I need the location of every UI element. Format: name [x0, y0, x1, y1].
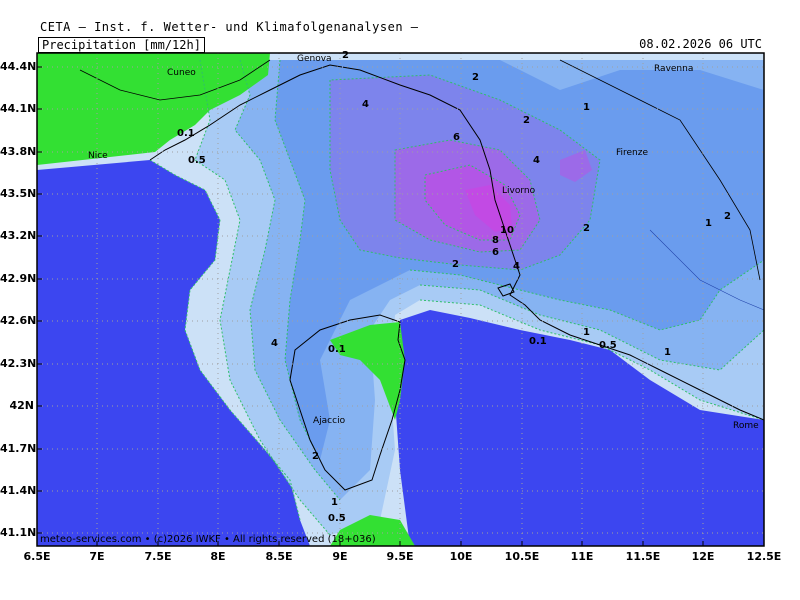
city-label-genova: Genova [297, 54, 332, 64]
coastline-corsica [289, 314, 406, 491]
chart-header-title: CETA — Inst. f. Wetter- und Klimafolgena… [40, 20, 419, 34]
contour-label: 2 [583, 223, 590, 234]
lat-label: 44.4N [0, 60, 37, 73]
lon-label: 10.5E [504, 550, 540, 563]
lat-label: 42N [9, 399, 34, 412]
lat-label: 41.7N [0, 442, 37, 455]
city-label-livorno: Livorno [502, 186, 536, 196]
contour-label: 10 [500, 225, 514, 236]
contour-label: 2 [312, 451, 319, 462]
valid-datetime: 08.02.2026 06 UTC [639, 37, 762, 51]
contour-label: 0.5 [328, 513, 346, 524]
contour-label: 1 [583, 327, 590, 338]
lon-label: 12.5E [746, 550, 782, 563]
contour-label: 0.1 [529, 336, 547, 347]
contour-label: 0.5 [188, 155, 206, 166]
lon-label: 9E [332, 550, 348, 563]
coastline-ligurian [149, 64, 764, 421]
contour-label: 4 [271, 338, 278, 349]
contour-label: 6 [492, 247, 499, 258]
contour-label: 1 [705, 218, 712, 229]
contour-label: 2 [724, 211, 731, 222]
dry-land-northwest [37, 53, 270, 165]
precip-6-firenze [560, 150, 592, 182]
contour-label: 8 [492, 235, 499, 246]
lon-label: 11.5E [625, 550, 661, 563]
dry-land-corsica [330, 322, 405, 420]
coastline-elba [497, 283, 515, 297]
precip-10-region [465, 185, 512, 232]
lat-label: 43.8N [0, 145, 37, 158]
city-label-ajaccio: Ajaccio [313, 416, 346, 426]
contour-label: 4 [513, 261, 520, 272]
contour-label: 1 [664, 347, 671, 358]
lon-label: 7.5E [144, 550, 172, 563]
lat-label: 41.4N [0, 484, 37, 497]
lon-label: 12E [691, 550, 715, 563]
city-label-rome: Rome [733, 421, 759, 431]
lon-label: 8.5E [265, 550, 293, 563]
contour-label: 2 [342, 50, 349, 61]
lat-label: 42.9N [0, 272, 37, 285]
contour-label: 4 [362, 99, 369, 110]
lat-label: 43.2N [0, 229, 37, 242]
city-label-cuneo: Cuneo [167, 68, 196, 78]
city-label-nice: Nice [88, 151, 108, 161]
contour-label: 2 [523, 115, 530, 126]
city-label-ravenna: Ravenna [654, 64, 694, 74]
contour-label: 1 [583, 102, 590, 113]
contour-label: 4 [533, 155, 540, 166]
copyright-credit: meteo-services.com • (c)2026 IWKF • All … [40, 534, 376, 545]
contour-label: 0.1 [177, 128, 195, 139]
contour-label: 2 [452, 259, 459, 270]
contour-label: 1 [331, 497, 338, 508]
lon-label: 9.5E [386, 550, 414, 563]
lon-label: 7E [89, 550, 105, 563]
lat-label: 43.5N [0, 187, 37, 200]
lat-label: 42.3N [0, 357, 37, 370]
city-label-firenze: Firenze [616, 148, 649, 158]
dry-sea-tyrrhenian [395, 310, 764, 546]
contour-label: 6 [453, 132, 460, 143]
lon-label: 10E [449, 550, 473, 563]
lat-label: 41.1N [0, 526, 37, 539]
lat-label: 42.6N [0, 314, 37, 327]
lat-label: 44.1N [0, 102, 37, 115]
lon-label: 8E [210, 550, 226, 563]
dry-sea-west [37, 160, 310, 546]
lon-label: 11E [570, 550, 594, 563]
contour-label: 0.5 [599, 340, 617, 351]
dry-land-sardinia [330, 515, 415, 546]
contour-label: 2 [472, 72, 479, 83]
border-inland [79, 59, 271, 101]
contour-label: 0.1 [328, 344, 346, 355]
lon-label: 6.5E [23, 550, 51, 563]
